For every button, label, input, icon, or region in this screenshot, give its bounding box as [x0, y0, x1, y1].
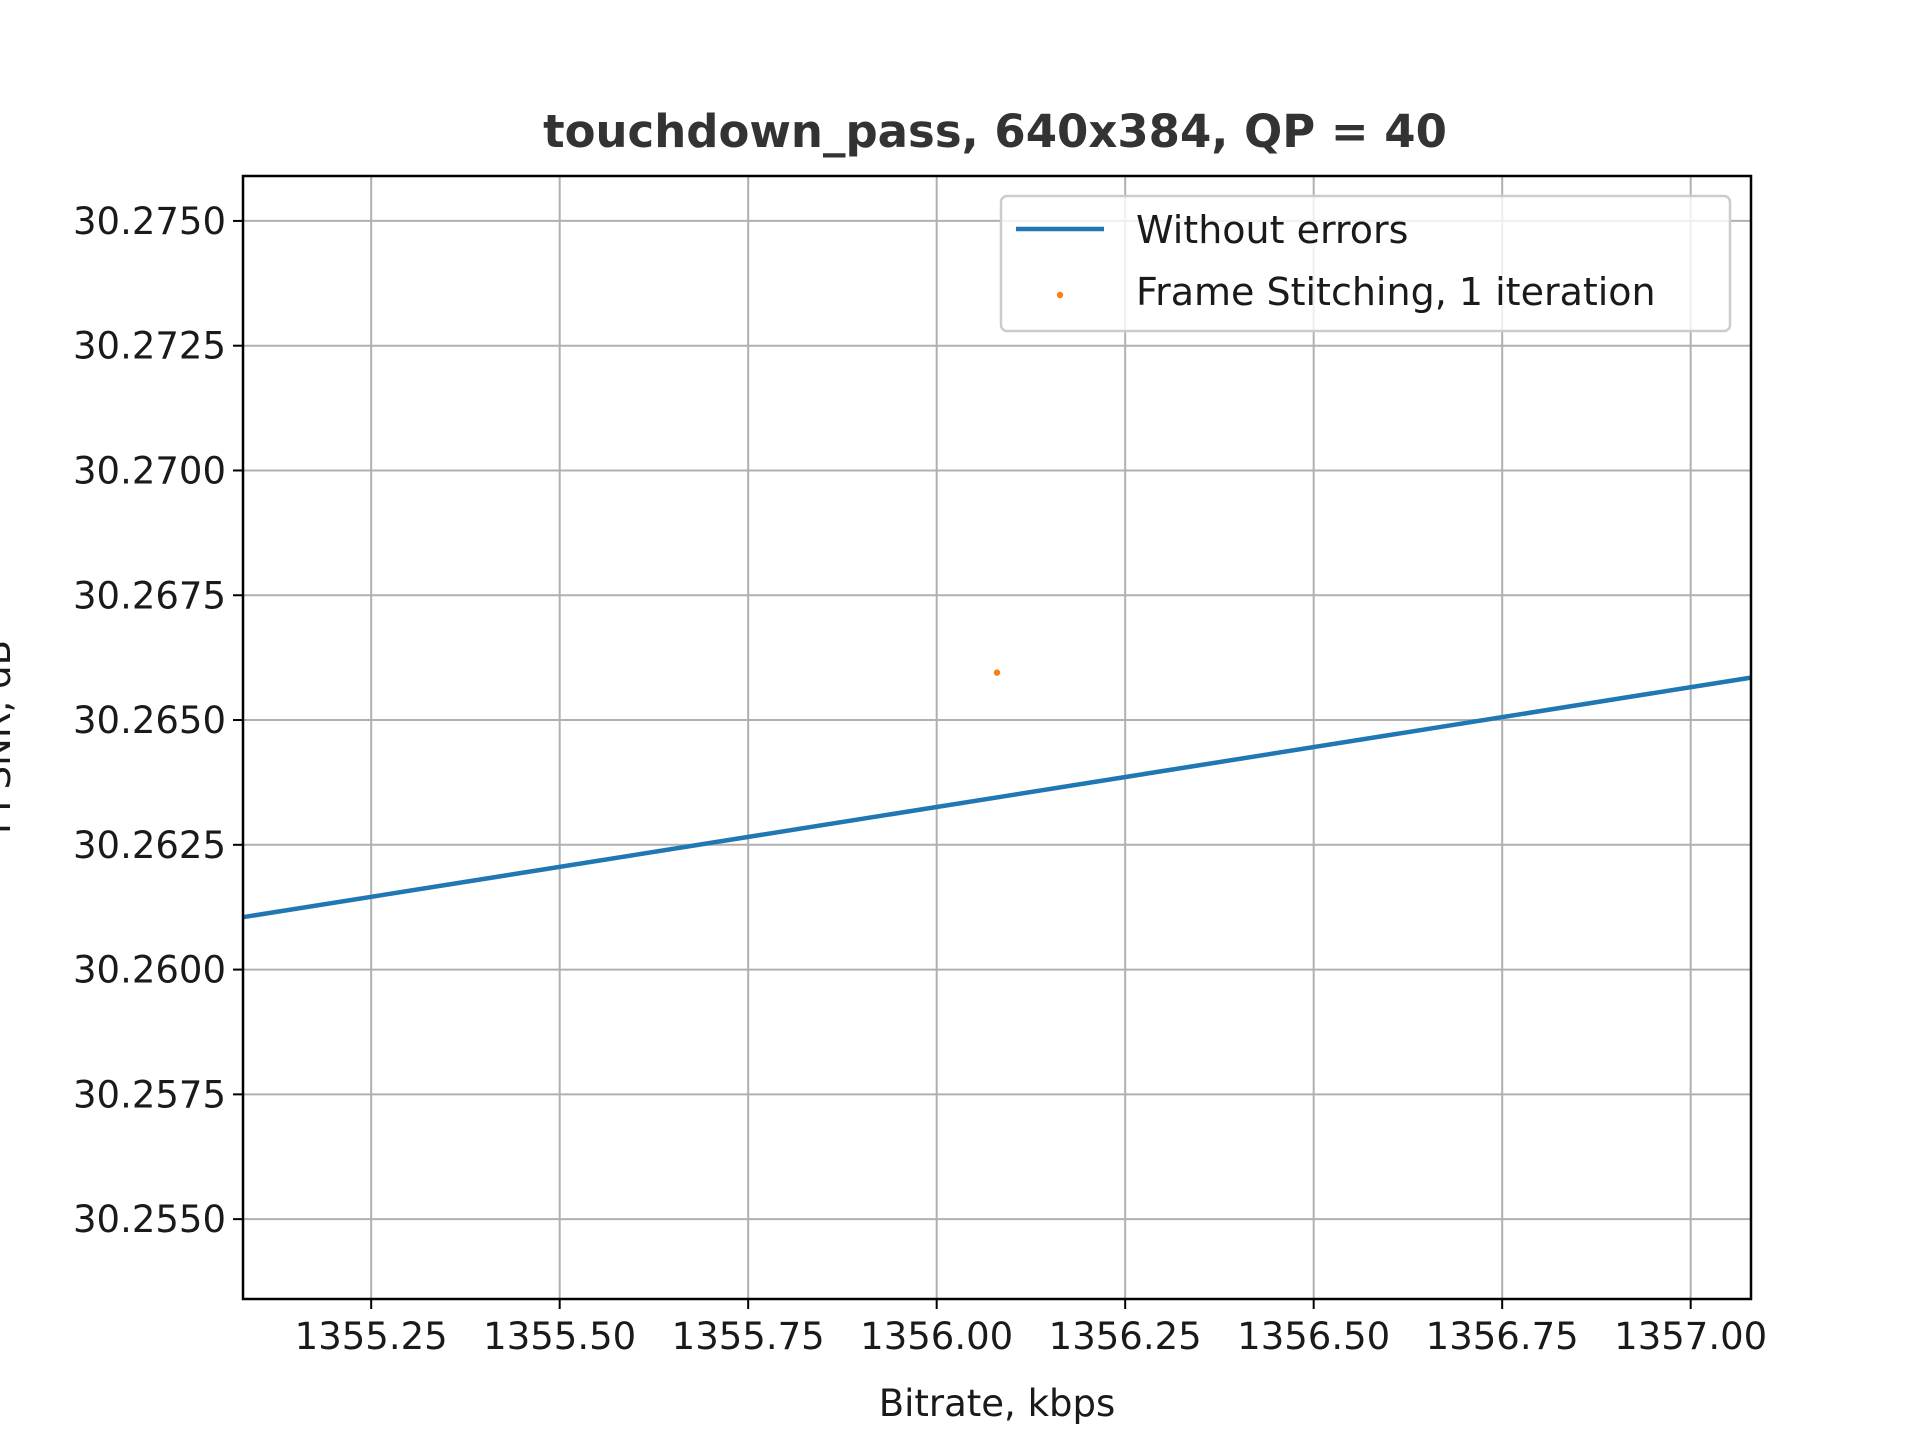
legend-box	[999, 194, 1732, 333]
chart-title: touchdown_pass, 640x384, QP = 40	[543, 105, 1447, 158]
y-tick-label: 30.2725	[73, 325, 226, 368]
x-axis-label: Bitrate, kbps	[879, 1382, 1116, 1425]
x-tick-label: 1356.25	[1049, 1315, 1202, 1358]
x-tick-label: 1357.00	[1614, 1315, 1767, 1358]
y-axis-label: PPSNR, dB	[0, 640, 19, 834]
legend: Without errors Frame Stitching, 1 iterat…	[999, 194, 1732, 333]
x-tick-label: 1355.25	[295, 1315, 448, 1358]
plot-area	[242, 669, 1752, 920]
x-tick-label: 1356.00	[860, 1315, 1013, 1358]
y-tick-label: 30.2550	[73, 1198, 226, 1241]
plot-frame	[241, 174, 1753, 1301]
x-tick-label: 1356.75	[1426, 1315, 1579, 1358]
x-tick-label: 1356.50	[1237, 1315, 1390, 1358]
axis-ticks: 1355.25 1355.50 1355.75 1356.00 1356.25 1356.…	[73, 200, 1767, 1358]
series-line-without-errors	[242, 675, 1752, 920]
y-tick-label: 30.2575	[73, 1073, 226, 1116]
y-tick-label: 30.2600	[73, 949, 226, 992]
y-tick-label: 30.2750	[73, 200, 226, 243]
legend-label-frame-stitching: Frame Stitching, 1 iteration	[1136, 270, 1656, 314]
y-tick-label: 30.2650	[73, 699, 226, 742]
grid	[243, 176, 1751, 1299]
y-tick-label: 30.2700	[73, 449, 226, 492]
legend-dot-swatch	[1056, 291, 1064, 299]
y-tick-label: 30.2625	[73, 824, 226, 867]
x-tick-label: 1355.75	[672, 1315, 825, 1358]
x-tick-label: 1355.50	[483, 1315, 636, 1358]
y-tick-label: 30.2675	[73, 574, 226, 617]
scatter-point-frame-stitching	[993, 669, 1001, 676]
legend-label-without-errors: Without errors	[1136, 208, 1408, 252]
